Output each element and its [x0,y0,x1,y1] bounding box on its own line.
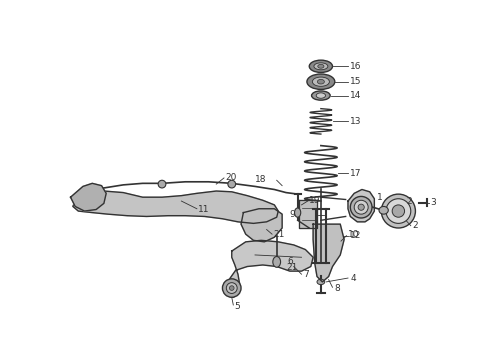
Ellipse shape [318,64,324,68]
Ellipse shape [312,91,330,100]
Text: 9: 9 [290,210,295,219]
Circle shape [386,199,411,223]
Polygon shape [73,191,278,223]
Text: 4: 4 [350,274,356,283]
Text: 16: 16 [350,62,362,71]
Ellipse shape [307,74,335,89]
Polygon shape [71,183,106,211]
Polygon shape [241,209,282,242]
Text: 1: 1 [377,193,383,202]
Polygon shape [299,200,317,228]
Text: 6: 6 [288,257,294,266]
Ellipse shape [316,93,325,98]
Text: 21: 21 [286,263,297,272]
Text: 17: 17 [350,169,362,178]
Polygon shape [227,240,313,297]
Circle shape [381,194,416,228]
Ellipse shape [294,208,301,217]
Text: 18: 18 [255,175,267,184]
Text: 20: 20 [225,173,237,182]
Text: 2: 2 [412,221,418,230]
Text: 13: 13 [350,117,362,126]
Polygon shape [313,224,344,282]
Text: 19: 19 [309,196,321,205]
Text: 12: 12 [350,231,362,240]
Text: 2: 2 [406,197,412,206]
Circle shape [358,204,364,210]
Ellipse shape [273,256,281,267]
Circle shape [228,180,236,188]
Text: 8: 8 [334,284,340,293]
Circle shape [158,180,166,188]
Circle shape [392,205,405,217]
Text: 15: 15 [350,77,362,86]
Text: 3: 3 [430,198,436,207]
Circle shape [226,283,237,293]
Ellipse shape [318,80,324,84]
Circle shape [350,197,372,218]
Ellipse shape [309,60,333,72]
Text: 7: 7 [303,270,309,279]
Text: 5: 5 [234,302,240,311]
Text: 21: 21 [273,230,285,239]
Text: 11: 11 [198,205,210,214]
Circle shape [354,200,368,214]
Ellipse shape [317,279,325,285]
Text: 14: 14 [350,91,362,100]
Ellipse shape [379,206,388,214]
Circle shape [222,279,241,297]
Ellipse shape [314,63,328,70]
Circle shape [229,286,234,291]
Ellipse shape [312,77,329,86]
Text: 10: 10 [348,230,360,239]
Polygon shape [348,189,374,222]
